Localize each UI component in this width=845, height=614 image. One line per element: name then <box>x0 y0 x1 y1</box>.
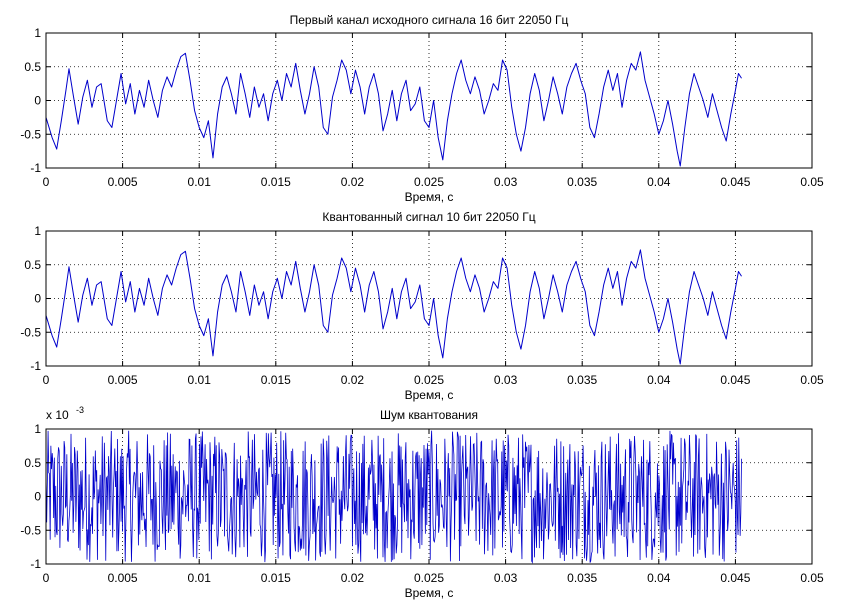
series-line <box>45 51 742 167</box>
x-tick-label: 0.01 <box>188 571 212 585</box>
y-tick-label: 0.5 <box>24 60 41 74</box>
y-axis-multiplier-exponent: -3 <box>76 405 84 415</box>
x-tick-label: 0.03 <box>494 175 518 189</box>
x-tick-label: 0.005 <box>108 175 138 189</box>
x-axis-label: Время, с <box>405 190 454 204</box>
subplot-2: 0 0.005 0.01 0.015 0.02 0.025 0.03 0.035 0.04 0.0… <box>20 210 824 402</box>
x-tick-label: 0.015 <box>261 175 291 189</box>
y-tick-label: -1 <box>30 161 41 175</box>
y-tick-label: 0.5 <box>24 456 41 470</box>
y-tick-label: -1 <box>30 557 41 571</box>
x-tick-label: 0.015 <box>261 373 291 387</box>
x-tick-label: 0.02 <box>341 571 365 585</box>
x-tick-label: 0.025 <box>414 373 444 387</box>
x-tick-label: 0.005 <box>108 571 138 585</box>
x-tick-label: 0 <box>43 571 50 585</box>
x-tick-label: 0.035 <box>567 373 597 387</box>
x-tick-label: 0 <box>43 175 50 189</box>
x-axis-label: Время, с <box>405 586 454 600</box>
y-tick-label: 1 <box>34 224 41 238</box>
x-tick-label: 0.005 <box>108 373 138 387</box>
x-tick-label: 0.04 <box>647 175 671 189</box>
x-tick-label: 0.05 <box>800 571 824 585</box>
x-tick-label: 0.04 <box>647 373 671 387</box>
x-tick-label: 0.04 <box>647 571 671 585</box>
x-axis-label: Время, с <box>405 388 454 402</box>
series-line <box>45 249 742 365</box>
y-tick-label: -0.5 <box>20 325 41 339</box>
y-tick-label: 0 <box>34 292 41 306</box>
x-tick-label: 0.03 <box>494 571 518 585</box>
x-tick-label: 0.01 <box>188 175 212 189</box>
x-tick-label: 0.045 <box>720 175 750 189</box>
series-line <box>45 430 742 564</box>
y-tick-label: -0.5 <box>20 127 41 141</box>
x-tick-label: 0.01 <box>188 373 212 387</box>
chart-title: Шум квантования <box>380 408 478 422</box>
x-tick-label: 0.02 <box>341 175 365 189</box>
x-tick-label: 0.03 <box>494 373 518 387</box>
y-tick-label: 0 <box>34 94 41 108</box>
y-axis-multiplier: x 10 <box>46 408 69 422</box>
chart-title: Первый канал исходного сигнала 16 бит 22… <box>290 13 569 27</box>
x-tick-label: 0.035 <box>567 175 597 189</box>
y-tick-label: -1 <box>30 359 41 373</box>
y-tick-label: -0.5 <box>20 523 41 537</box>
y-tick-label: 1 <box>34 26 41 40</box>
x-tick-label: 0.035 <box>567 571 597 585</box>
x-tick-label: 0.05 <box>800 175 824 189</box>
x-tick-label: 0.025 <box>414 571 444 585</box>
subplot-3: 0 0.005 0.01 0.015 0.02 0.025 0.03 0.035 0.04 0.0… <box>20 405 824 600</box>
y-tick-label: 0.5 <box>24 258 41 272</box>
x-tick-label: 0.025 <box>414 175 444 189</box>
y-tick-label: 1 <box>34 422 41 436</box>
x-tick-label: 0.02 <box>341 373 365 387</box>
y-tick-label: 0 <box>34 490 41 504</box>
x-tick-label: 0.045 <box>720 571 750 585</box>
chart-title: Квантованный сигнал 10 бит 22050 Гц <box>322 210 535 224</box>
x-tick-label: 0 <box>43 373 50 387</box>
x-tick-label: 0.015 <box>261 571 291 585</box>
x-tick-label: 0.045 <box>720 373 750 387</box>
subplot-1: 0 0.005 0.01 0.015 0.02 0.025 0.03 0.035 0.04 0.0… <box>20 13 824 204</box>
x-tick-label: 0.05 <box>800 373 824 387</box>
